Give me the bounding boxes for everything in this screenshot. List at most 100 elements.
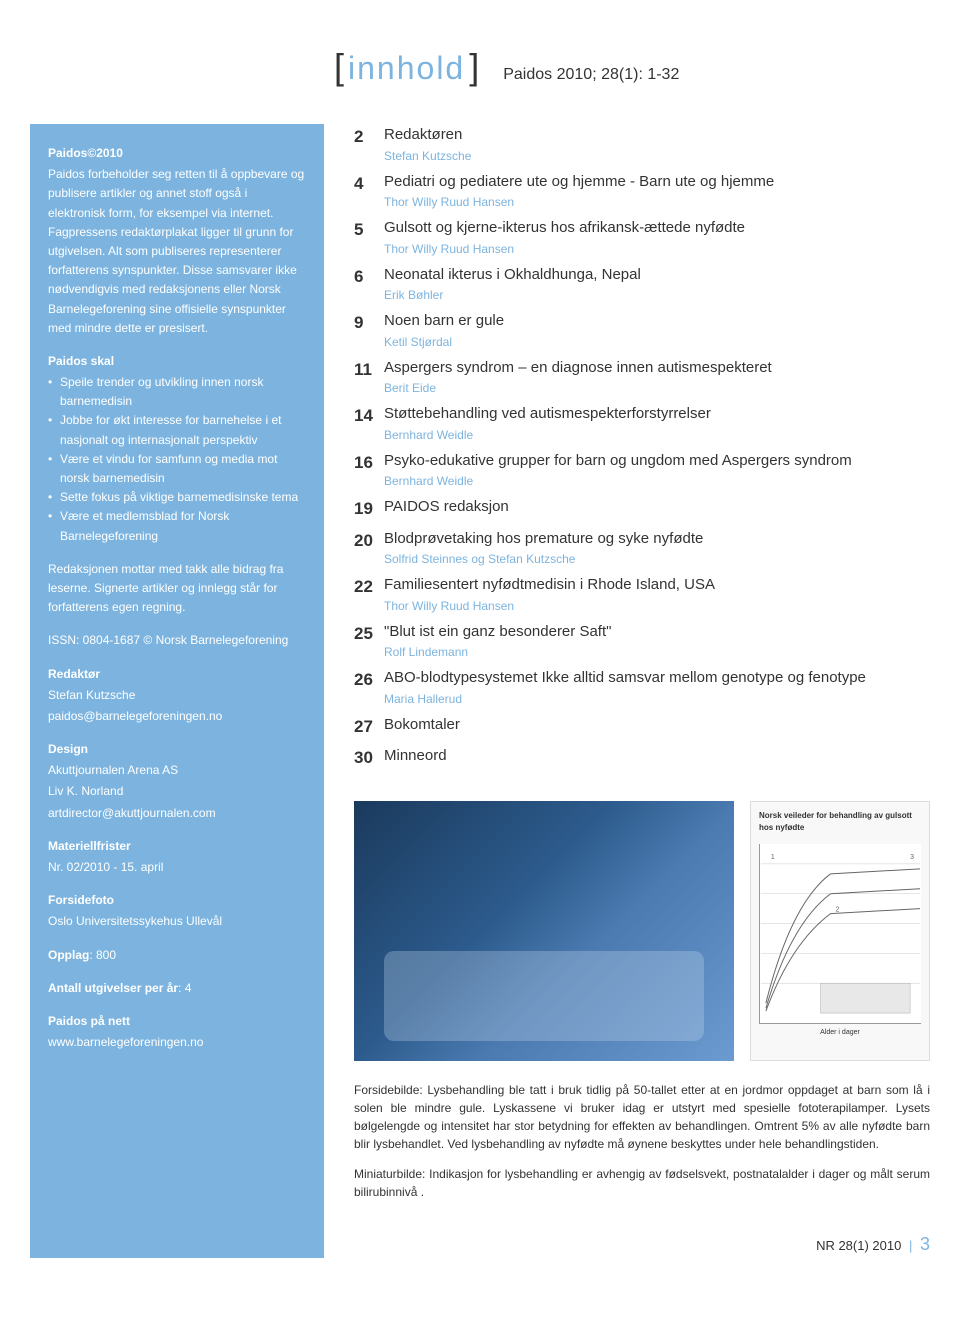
skal-list: Speile trender og utvikling innen norsk … — [48, 373, 306, 546]
skal-list-item: Sette fokus på viktige barnemedisinske t… — [48, 488, 306, 507]
skal-title: Paidos skal — [48, 352, 306, 371]
toc-title: Psyko-edukative grupper for barn og ungd… — [384, 450, 930, 473]
toc-page-number: 2 — [354, 124, 384, 165]
toc-text: Neonatal ikterus i Okhaldhunga, NepalEri… — [384, 264, 930, 305]
toc-title: Pediatri og pediatere ute og hjemme - Ba… — [384, 171, 930, 194]
skal-list-item: Være et medlemsblad for Norsk Barnelegef… — [48, 507, 306, 545]
toc-title: "Blut ist ein ganz besonderer Saft" — [384, 621, 930, 644]
toc-author: Bernhard Weidle — [384, 426, 930, 444]
toc-row: 9Noen barn er guleKetil Stjørdal — [354, 310, 930, 351]
toc-text: Noen barn er guleKetil Stjørdal — [384, 310, 930, 351]
toc-text: "Blut ist ein ganz besonderer Saft"Rolf … — [384, 621, 930, 662]
toc-row: 30Minneord — [354, 745, 930, 771]
toc-page-number: 30 — [354, 745, 384, 771]
redaktor-title: Redaktør — [48, 665, 306, 684]
toc-page-number: 20 — [354, 528, 384, 569]
image-section: Norsk veileder for behandling av gulsott… — [354, 801, 930, 1061]
nett-url: www.barnelegeforeningen.no — [48, 1033, 306, 1052]
redaktor-name: Stefan Kutzsche — [48, 686, 306, 705]
toc-row: 14Støttebehandling ved autismespekterfor… — [354, 403, 930, 444]
toc-page-number: 22 — [354, 574, 384, 615]
forsidefoto-text: Oslo Universitetssykehus Ullevål — [48, 912, 306, 931]
cover-photo — [354, 801, 734, 1061]
svg-text:3: 3 — [910, 853, 914, 860]
toc-text: Psyko-edukative grupper for barn og ungd… — [384, 450, 930, 491]
skal-list-item: Speile trender og utvikling innen norsk … — [48, 373, 306, 411]
skal-list-item: Jobbe for økt interesse for barnehelse i… — [48, 411, 306, 449]
toc-author: Thor Willy Ruud Hansen — [384, 193, 930, 211]
toc-author: Bernhard Weidle — [384, 472, 930, 490]
toc-page-number: 9 — [354, 310, 384, 351]
caption-1: Forsidebilde: Lysbehandling ble tatt i b… — [354, 1081, 930, 1153]
toc-text: Støttebehandling ved autismespekterforst… — [384, 403, 930, 444]
toc-author: Stefan Kutzsche — [384, 147, 930, 165]
toc-title: Redaktøren — [384, 124, 930, 147]
table-of-contents: 2RedaktørenStefan Kutzsche4Pediatri og p… — [354, 124, 930, 771]
svg-text:2: 2 — [836, 906, 840, 913]
toc-text: Familiesentert nyfødtmedisin i Rhode Isl… — [384, 574, 930, 615]
toc-title: ABO-blodtypesystemet Ikke alltid samsvar… — [384, 667, 930, 690]
toc-title: Familiesentert nyfødtmedisin i Rhode Isl… — [384, 574, 930, 597]
toc-page-number: 25 — [354, 621, 384, 662]
toc-title: Blodprøvetaking hos premature og syke ny… — [384, 528, 930, 551]
toc-text: Pediatri og pediatere ute og hjemme - Ba… — [384, 171, 930, 212]
design-company: Akuttjournalen Arena AS — [48, 761, 306, 780]
toc-title: Aspergers syndrom – en diagnose innen au… — [384, 357, 930, 380]
toc-row: 22Familiesentert nyfødtmedisin i Rhode I… — [354, 574, 930, 615]
toc-author: Erik Bøhler — [384, 286, 930, 304]
nett-title: Paidos på nett — [48, 1012, 306, 1031]
toc-text: Bokomtaler — [384, 714, 930, 740]
materiell-title: Materiellfrister — [48, 837, 306, 856]
redaktor-email: paidos@barnelegeforeningen.no — [48, 707, 306, 726]
toc-row: 20Blodprøvetaking hos premature og syke … — [354, 528, 930, 569]
toc-row: 5Gulsott og kjerne-ikterus hos afrikansk… — [354, 217, 930, 258]
toc-text: Aspergers syndrom – en diagnose innen au… — [384, 357, 930, 398]
bracket-left: [ — [334, 40, 344, 94]
toc-author: Solfrid Steinnes og Stefan Kutzsche — [384, 550, 930, 568]
toc-page-number: 11 — [354, 357, 384, 398]
chart-title: Norsk veileder for behandling av gulsott… — [759, 810, 921, 834]
issn-text: ISSN: 0804-1687 © Norsk Barnelegeforenin… — [48, 631, 306, 650]
toc-row: 2RedaktørenStefan Kutzsche — [354, 124, 930, 165]
header-title: innhold — [348, 44, 465, 92]
intro-text: Paidos forbeholder seg retten til å oppb… — [48, 165, 306, 338]
footer-page-number: 3 — [920, 1234, 930, 1254]
page-footer: NR 28(1) 2010 | 3 — [354, 1231, 930, 1258]
toc-page-number: 4 — [354, 171, 384, 212]
toc-row: 16Psyko-edukative grupper for barn og un… — [354, 450, 930, 491]
caption-2: Miniaturbilde: Indikasjon for lysbehandl… — [354, 1165, 930, 1201]
toc-text: Blodprøvetaking hos premature og syke ny… — [384, 528, 930, 569]
toc-author: Thor Willy Ruud Hansen — [384, 597, 930, 615]
toc-text: PAIDOS redaksjon — [384, 496, 930, 522]
bilirubin-chart: Norsk veileder for behandling av gulsott… — [750, 801, 930, 1061]
toc-page-number: 16 — [354, 450, 384, 491]
toc-page-number: 26 — [354, 667, 384, 708]
page-header: [ innhold ] Paidos 2010; 28(1): 1-32 — [330, 40, 930, 94]
toc-text: Minneord — [384, 745, 930, 771]
toc-page-number: 14 — [354, 403, 384, 444]
toc-title: Minneord — [384, 745, 930, 768]
header-issue: Paidos 2010; 28(1): 1-32 — [503, 63, 679, 87]
toc-row: 11Aspergers syndrom – en diagnose innen … — [354, 357, 930, 398]
toc-page-number: 19 — [354, 496, 384, 522]
toc-author: Maria Hallerud — [384, 690, 930, 708]
forsidefoto-title: Forsidefoto — [48, 891, 306, 910]
toc-title: PAIDOS redaksjon — [384, 496, 930, 519]
svg-text:1: 1 — [771, 853, 775, 860]
toc-page-number: 6 — [354, 264, 384, 305]
toc-text: ABO-blodtypesystemet Ikke alltid samsvar… — [384, 667, 930, 708]
toc-author: Rolf Lindemann — [384, 643, 930, 661]
toc-row: 25"Blut ist ein ganz besonderer Saft"Rol… — [354, 621, 930, 662]
toc-row: 19PAIDOS redaksjon — [354, 496, 930, 522]
toc-page-number: 27 — [354, 714, 384, 740]
main-content: 2RedaktørenStefan Kutzsche4Pediatri og p… — [354, 124, 930, 1258]
toc-page-number: 5 — [354, 217, 384, 258]
opplag-line: Opplag: 800 — [48, 946, 306, 965]
redaksjon-text: Redaksjonen mottar med takk alle bidrag … — [48, 560, 306, 618]
toc-text: Gulsott og kjerne-ikterus hos afrikansk-… — [384, 217, 930, 258]
utgivelser-line: Antall utgivelser per år: 4 — [48, 979, 306, 998]
footer-divider: | — [909, 1238, 912, 1253]
toc-title: Neonatal ikterus i Okhaldhunga, Nepal — [384, 264, 930, 287]
toc-title: Gulsott og kjerne-ikterus hos afrikansk-… — [384, 217, 930, 240]
sidebar-info-box: Paidos©2010 Paidos forbeholder seg rette… — [30, 124, 324, 1258]
